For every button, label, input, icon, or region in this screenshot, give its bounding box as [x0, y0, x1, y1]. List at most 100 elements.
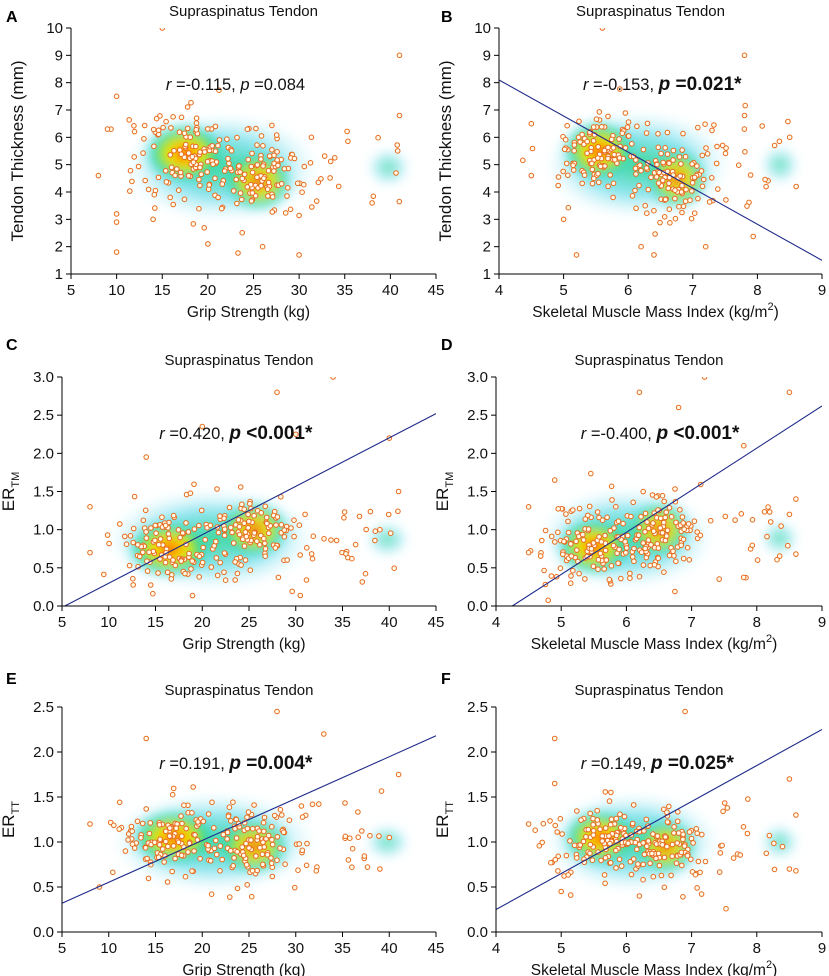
data-point: [680, 894, 686, 900]
x-tick-label: 20: [200, 282, 217, 299]
data-point: [156, 842, 163, 848]
x-tick-label: 20: [194, 940, 211, 957]
data-point: [396, 198, 403, 205]
data-point: [166, 535, 172, 542]
data-point: [735, 162, 742, 168]
data-point: [587, 850, 593, 857]
data-point: [228, 818, 234, 824]
data-point: [258, 510, 265, 516]
data-point: [145, 875, 152, 882]
data-point: [299, 189, 305, 195]
data-point: [661, 854, 668, 861]
data-point: [622, 110, 629, 116]
data-point: [785, 542, 791, 549]
data-point: [237, 484, 244, 490]
data-point: [308, 551, 315, 557]
data-point: [737, 852, 744, 858]
data-point: [396, 112, 403, 119]
data-point: [170, 843, 177, 849]
data-point: [229, 529, 235, 536]
data-point: [744, 830, 751, 837]
data-point: [648, 174, 654, 181]
data-point: [595, 144, 602, 150]
data-point: [206, 182, 212, 188]
data-point: [126, 562, 133, 569]
data-point: [574, 808, 580, 814]
data-point: [664, 819, 671, 825]
data-point: [321, 536, 327, 542]
data-point: [167, 194, 173, 201]
data-point: [771, 840, 777, 847]
data-point: [616, 856, 623, 863]
data-point: [277, 845, 283, 852]
data-point: [554, 829, 561, 835]
data-point: [741, 112, 748, 119]
panel-C: 5 10 15 20 25 30 35 40 45 0.0 0.5 1.0 1.5 2.0 2.5 3.0 C S…: [0, 337, 444, 653]
y-tick-label: 1: [55, 266, 63, 283]
stat-annotation: r =-0.400, p <0.001*: [581, 423, 740, 444]
x-tick-label: 15: [154, 282, 171, 299]
data-point: [644, 120, 651, 127]
data-point: [636, 389, 643, 396]
data-point: [394, 148, 401, 154]
x-tick-label: 30: [291, 282, 308, 299]
data-point: [183, 825, 189, 832]
data-point: [629, 141, 635, 147]
y-tick-label: 10: [46, 20, 63, 37]
data-point: [364, 864, 371, 870]
data-point: [167, 825, 173, 831]
data-point: [580, 537, 587, 543]
data-point: [723, 905, 729, 912]
data-point: [150, 216, 156, 223]
data-point: [166, 833, 173, 839]
data-point: [367, 508, 374, 515]
data-point: [186, 550, 192, 557]
data-point: [638, 167, 644, 174]
data-point: [571, 842, 578, 849]
data-point: [391, 565, 398, 572]
data-point: [123, 541, 130, 548]
chart-title: Supraspinatus Tendon: [164, 682, 313, 699]
data-point: [259, 851, 266, 858]
data-point: [680, 536, 687, 543]
data-point: [682, 708, 688, 715]
data-point: [241, 171, 248, 178]
data-point: [191, 526, 198, 532]
data-point: [230, 188, 237, 194]
data-point: [576, 505, 583, 512]
data-point: [185, 150, 192, 156]
data-point: [345, 138, 351, 145]
data-point: [655, 555, 662, 562]
data-point: [699, 831, 705, 838]
data-point: [576, 570, 582, 577]
x-tick-label: 4: [492, 940, 500, 957]
data-point: [583, 834, 589, 840]
data-point: [716, 576, 723, 582]
x-tick-label: 8: [753, 282, 761, 299]
data-point: [175, 527, 182, 533]
data-point: [221, 526, 228, 533]
data-point: [369, 200, 375, 206]
data-point: [564, 122, 571, 129]
data-point: [603, 557, 610, 563]
x-tick-label: 25: [245, 282, 262, 299]
data-point: [232, 577, 238, 583]
data-point: [539, 839, 546, 846]
data-point: [246, 845, 252, 851]
y-axis-label-sub: TM: [10, 472, 22, 488]
data-point: [644, 210, 650, 216]
data-point: [146, 830, 153, 837]
data-point: [313, 198, 320, 204]
data-point: [274, 157, 281, 163]
data-point: [610, 194, 616, 201]
data-point: [567, 838, 573, 844]
stat-p-value: =0.025*: [663, 753, 735, 774]
data-point: [759, 123, 766, 129]
data-point: [130, 575, 136, 582]
data-point: [691, 518, 698, 525]
data-point: [567, 580, 574, 587]
data-point: [595, 556, 602, 563]
data-point: [661, 519, 667, 526]
data-point: [560, 551, 566, 558]
data-point: [687, 197, 693, 203]
